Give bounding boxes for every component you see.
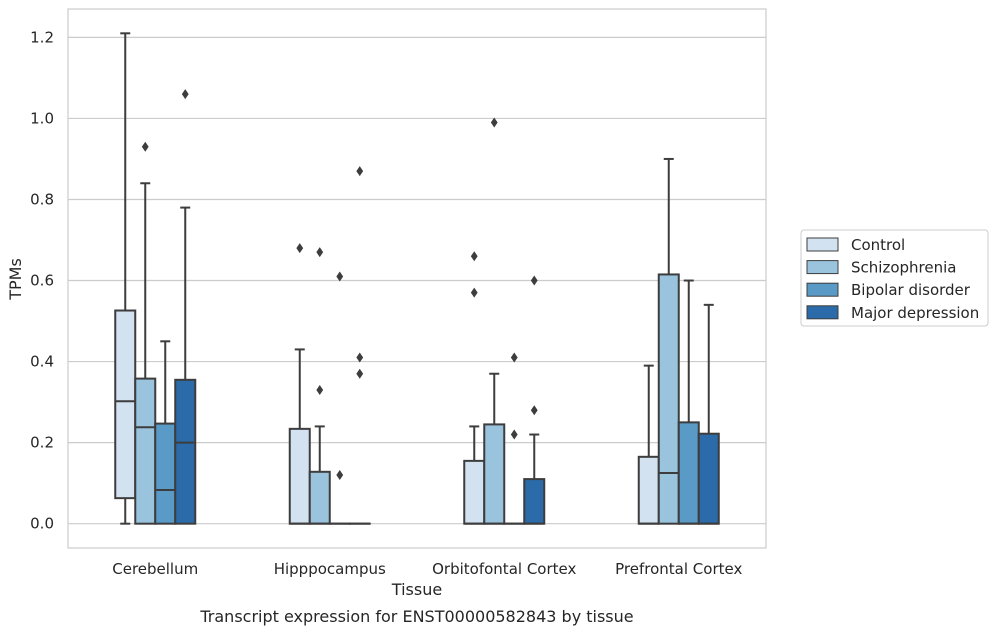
legend-label: Control — [851, 236, 905, 254]
x-tick-label: Prefrontal Cortex — [615, 560, 742, 578]
outlier-marker — [510, 352, 518, 363]
outlier-marker — [470, 287, 478, 298]
y-tick-label: 0.2 — [30, 434, 54, 452]
box-body — [483, 423, 506, 525]
box-body — [657, 273, 680, 525]
legend-swatch — [806, 260, 839, 275]
box-body — [288, 427, 311, 525]
figure-caption: Transcript expression for ENST0000058284… — [199, 607, 633, 626]
box-body — [463, 459, 486, 525]
legend-swatch — [806, 282, 839, 297]
box-schizophrenia — [308, 247, 331, 525]
outlier-marker — [181, 89, 189, 100]
legend-swatch — [806, 237, 839, 252]
outlier-marker — [356, 166, 364, 177]
box-bipolar-disorder — [328, 271, 351, 525]
y-tick-label: 1.0 — [30, 109, 54, 127]
box-bipolar-disorder — [503, 352, 526, 525]
legend-label: Major depression — [851, 304, 979, 322]
outlier-marker — [510, 429, 518, 440]
x-tick-labels: Cerebellum Hipppocampus Orbitofontal Corte… — [112, 560, 742, 578]
legend: Control Schizophrenia Bipolar disorder Majo… — [800, 229, 989, 327]
box-schizophrenia — [134, 141, 157, 525]
outlier-marker — [336, 271, 344, 282]
outlier-marker — [316, 247, 324, 258]
x-axis-label: Tissue — [391, 580, 442, 599]
y-tick-label: 0.4 — [30, 353, 54, 371]
legend-swatch — [806, 305, 839, 320]
box-control — [288, 243, 311, 525]
box-control — [114, 32, 137, 525]
box-body — [134, 377, 157, 525]
box-bipolar-disorder — [154, 340, 177, 525]
box-body — [308, 470, 331, 525]
x-tick-label: Hipppocampus — [274, 560, 386, 578]
outlier-marker — [490, 117, 498, 128]
box-schizophrenia — [657, 157, 680, 525]
outlier-marker — [336, 470, 344, 481]
box-major-depression — [523, 275, 546, 525]
outlier-marker — [530, 405, 538, 416]
y-tick-label: 0.0 — [30, 515, 54, 533]
box-body — [697, 432, 720, 525]
legend-label: Schizophrenia — [851, 259, 956, 277]
box-control — [463, 251, 486, 525]
box-major-depression — [174, 89, 197, 525]
outlier-marker — [141, 141, 149, 152]
box-plots — [114, 32, 720, 525]
outlier-marker — [296, 243, 304, 254]
y-tick-labels: 0.0 0.2 0.4 0.6 0.8 1.0 1.2 — [30, 28, 54, 532]
box-bipolar-disorder — [677, 279, 700, 525]
box-body — [523, 478, 546, 525]
outlier-marker — [530, 275, 538, 286]
legend-label: Bipolar disorder — [851, 281, 971, 299]
outlier-marker — [470, 251, 478, 262]
outlier-marker — [316, 384, 324, 395]
box-body — [154, 422, 177, 525]
y-tick-label: 1.2 — [30, 28, 54, 46]
box-control — [637, 364, 660, 525]
plot-frame — [67, 8, 767, 549]
legend-frame — [800, 229, 989, 327]
x-tick-label: Orbitofontal Cortex — [432, 560, 576, 578]
y-axis-label: TPMs — [6, 258, 25, 301]
box-body — [637, 455, 660, 525]
box-body — [174, 378, 197, 525]
x-tick-label: Cerebellum — [112, 560, 198, 578]
y-tick-label: 0.8 — [30, 190, 54, 208]
box-major-depression — [348, 166, 371, 525]
box-major-depression — [697, 303, 720, 525]
y-tick-label: 0.6 — [30, 272, 54, 290]
box-body — [114, 309, 137, 500]
outlier-marker — [356, 352, 364, 363]
box-body — [677, 421, 700, 525]
outlier-marker — [356, 368, 364, 379]
box-schizophrenia — [483, 117, 506, 525]
